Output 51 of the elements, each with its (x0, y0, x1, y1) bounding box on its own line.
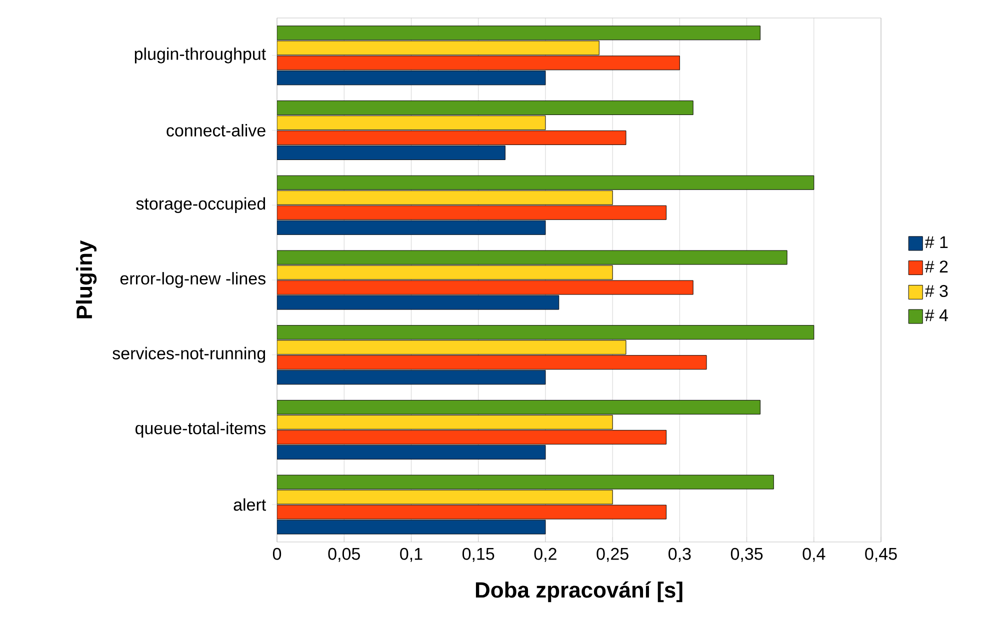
x-tick-label: 0,35 (730, 548, 763, 562)
y-tick-label: connect-alive (166, 124, 266, 137)
x-tick-label: 0,25 (596, 548, 628, 562)
x-tick-label: 0 (272, 548, 282, 560)
bar (277, 40, 600, 56)
x-tick-label: 0,4 (802, 548, 826, 562)
x-tick-label: 0,3 (668, 548, 691, 562)
bar (277, 190, 613, 205)
y-tick-label: plugin-throughput (134, 48, 266, 64)
bar (277, 265, 613, 280)
bar (277, 250, 788, 265)
bar (277, 414, 613, 430)
x-tick-label: 0,05 (328, 548, 360, 562)
bar (277, 220, 546, 235)
bar (277, 280, 694, 295)
legend-label: # 2 (924, 260, 948, 272)
y-tick-label: error-log-new -lines (120, 272, 266, 288)
y-tick-label: services-not-running (112, 346, 266, 363)
bar (277, 325, 814, 340)
bar (277, 340, 626, 355)
y-tick-label: storage-occupied (136, 197, 266, 214)
legend-label: # 1 (924, 236, 948, 248)
bar (277, 205, 666, 220)
bar (277, 175, 814, 190)
x-axis-title: Doba zpracování [s] (476, 581, 682, 602)
bar (277, 400, 760, 414)
bar (277, 56, 680, 70)
legend-label: # 4 (924, 309, 948, 322)
bar (277, 430, 666, 444)
x-tick-label: 0,2 (534, 548, 556, 562)
y-axis-title: Pluginy (76, 240, 97, 318)
bar (277, 504, 666, 520)
bar (277, 295, 560, 310)
bar (277, 100, 694, 116)
bar (277, 474, 774, 490)
x-tick-label: 0,45 (865, 548, 897, 562)
bar (277, 26, 760, 40)
bar (277, 520, 546, 534)
x-tick-label: 0,15 (462, 548, 494, 562)
bar (277, 370, 546, 385)
bar (277, 116, 546, 130)
bar (277, 490, 613, 504)
y-tick-label: queue-total-items (136, 422, 266, 438)
bar (277, 130, 626, 146)
bar (277, 444, 546, 460)
bar (277, 355, 707, 370)
legend-label: # 3 (924, 284, 948, 298)
bar (277, 70, 546, 86)
x-tick-label: 0,1 (400, 548, 422, 562)
y-tick-label: alert (234, 498, 266, 511)
bar (277, 146, 506, 160)
